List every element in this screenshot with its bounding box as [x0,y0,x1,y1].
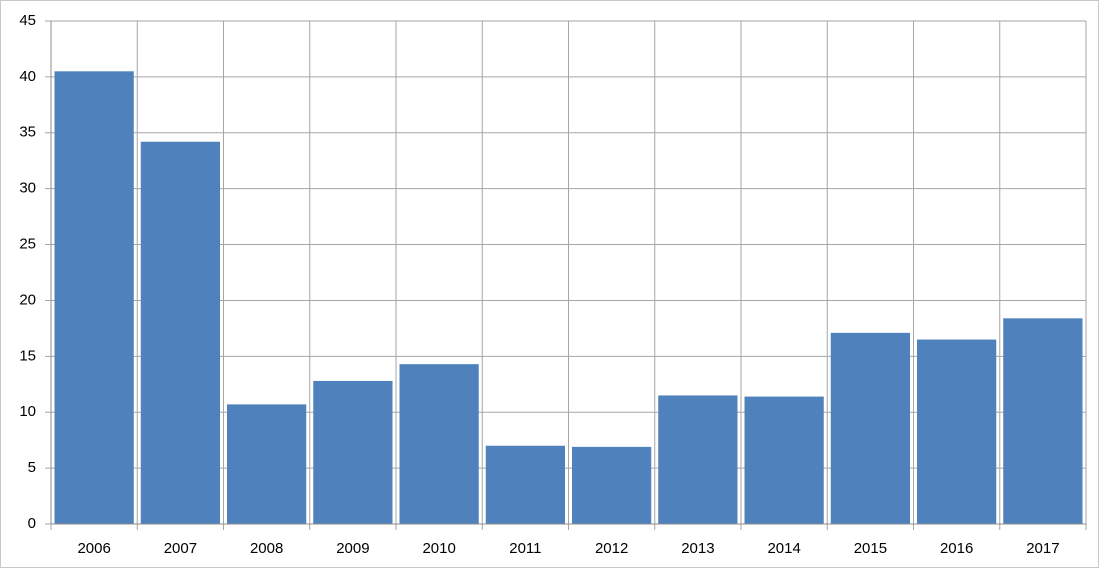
y-tick-label: 20 [19,291,36,308]
y-tick-label: 10 [19,403,36,420]
x-tick-label: 2016 [940,540,973,557]
x-tick-label: 2014 [767,540,800,557]
bar [830,332,910,524]
y-tick-label: 45 [19,12,36,29]
x-tick-label: 2013 [681,540,714,557]
y-tick-label: 5 [28,459,36,476]
y-tick-label: 25 [19,236,36,253]
x-tick-label: 2015 [854,540,887,557]
x-tick-label: 2012 [595,540,628,557]
x-tick-label: 2010 [422,540,455,557]
y-tick-label: 30 [19,180,36,197]
bar [313,380,393,524]
bar [227,404,307,524]
y-tick-label: 35 [19,124,36,141]
bar [572,446,652,524]
bar [485,445,565,524]
x-tick-label: 2007 [164,540,197,557]
bar [658,395,738,524]
x-tick-label: 2009 [336,540,369,557]
bar [140,141,220,524]
bar [54,71,134,525]
bar [744,396,824,524]
y-tick-label: 15 [19,347,36,364]
y-tick-label: 0 [28,515,36,532]
x-tick-label: 2008 [250,540,283,557]
bar [917,339,997,524]
bar [399,364,479,524]
x-tick-label: 2011 [509,540,541,557]
bar [1003,318,1083,524]
y-tick-label: 40 [19,68,36,85]
x-tick-label: 2017 [1026,540,1059,557]
x-tick-label: 2006 [77,540,110,557]
